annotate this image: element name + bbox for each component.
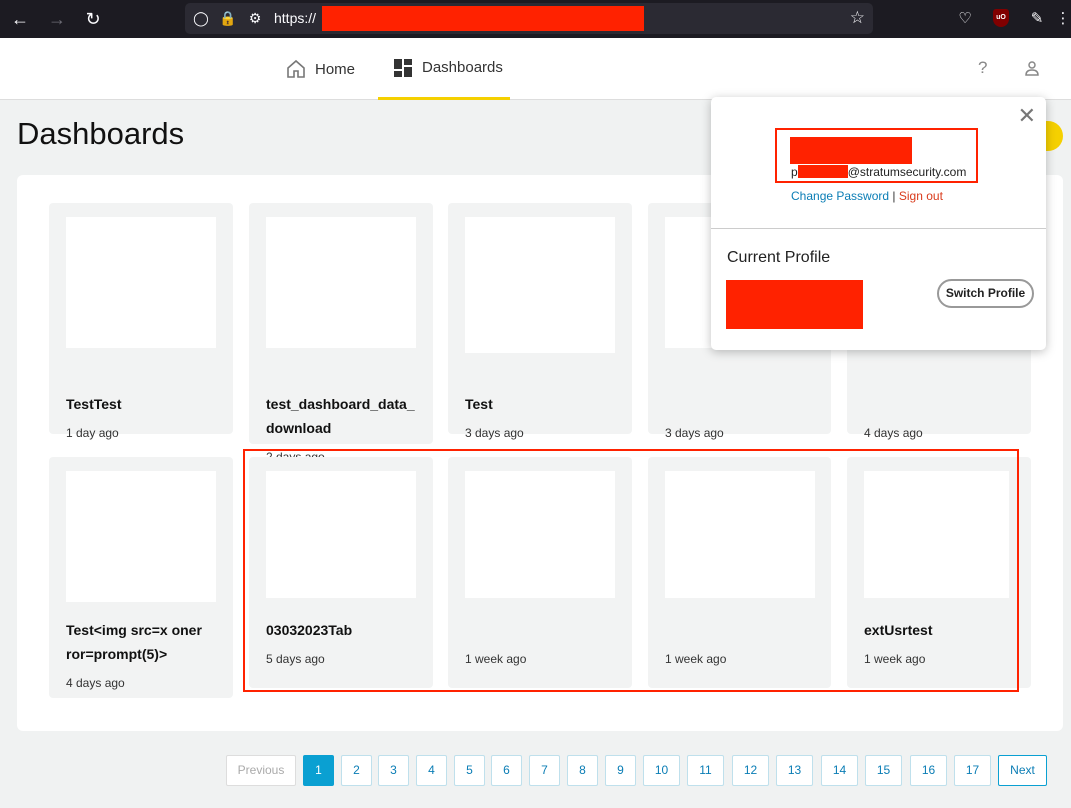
- dashboard-date: 1 day ago: [66, 426, 119, 440]
- page-button-8[interactable]: 8: [567, 755, 598, 786]
- dashboard-date: 1 week ago: [665, 652, 727, 666]
- dashboard-card[interactable]: 03032023Tab 5 days ago: [249, 457, 433, 688]
- page-button-1[interactable]: 1: [303, 755, 334, 786]
- page-button-2[interactable]: 2: [341, 755, 372, 786]
- dashboard-title: extUsrtest: [864, 622, 933, 638]
- redacted-profile-name: [726, 280, 863, 329]
- page-button-9[interactable]: 9: [605, 755, 636, 786]
- page-button-3[interactable]: 3: [378, 755, 409, 786]
- dashboard-title: test_dashboard_data_download: [266, 396, 415, 436]
- previous-button[interactable]: Previous: [226, 755, 296, 786]
- dashboard-date: 5 days ago: [266, 652, 325, 666]
- dashboard-card[interactable]: 1 week ago: [448, 457, 632, 688]
- forward-arrow-icon[interactable]: →: [48, 9, 66, 29]
- page-button-12[interactable]: 12: [732, 755, 769, 786]
- page-button-7[interactable]: 7: [529, 755, 560, 786]
- bookmark-star-icon[interactable]: ☆: [849, 8, 865, 27]
- page-button-11[interactable]: 11: [687, 755, 724, 786]
- email-prefix: p: [791, 165, 798, 179]
- sign-out-link[interactable]: Sign out: [898, 189, 943, 203]
- help-icon[interactable]: ?: [978, 58, 988, 77]
- dashboard-date: 1 week ago: [465, 652, 527, 666]
- menu-icon[interactable]: ⋮: [1055, 10, 1071, 27]
- redacted-email-part: [797, 165, 848, 178]
- next-button[interactable]: Next: [998, 755, 1047, 786]
- dashboard-thumbnail: [665, 471, 815, 598]
- page-button-10[interactable]: 10: [643, 755, 680, 786]
- link-separator: |: [892, 189, 896, 203]
- permissions-icon[interactable]: ⚙: [248, 10, 262, 26]
- tab-home[interactable]: Home: [286, 38, 355, 100]
- back-arrow-icon[interactable]: ←: [11, 9, 29, 29]
- annotation-user-box: [775, 128, 978, 183]
- shield-icon[interactable]: ◯: [193, 10, 209, 26]
- app-header: Home Dashboards ?: [0, 38, 1071, 100]
- dashboard-date: 4 days ago: [66, 676, 125, 690]
- page-button-4[interactable]: 4: [416, 755, 447, 786]
- dashboard-card[interactable]: Test 3 days ago: [448, 203, 632, 440]
- page-button-5[interactable]: 5: [454, 755, 485, 786]
- ublock-icon[interactable]: uO: [993, 9, 1009, 27]
- current-profile-heading: Current Profile: [727, 249, 831, 266]
- dashboard-thumbnail: [266, 217, 416, 348]
- dashboard-title: Test: [465, 396, 493, 412]
- dashboard-date: 4 days ago: [864, 426, 923, 440]
- tab-dashboards[interactable]: Dashboards: [378, 38, 510, 100]
- page-button-6[interactable]: 6: [491, 755, 522, 786]
- annotation-highlight-box: [243, 449, 1019, 692]
- dashboard-card[interactable]: Test<img src=x onerror=prompt(5)> 4 days…: [49, 457, 233, 698]
- redacted-url: [322, 6, 644, 31]
- close-icon[interactable]: ✕: [1017, 103, 1036, 128]
- email-domain: @stratumsecurity.com: [847, 165, 967, 179]
- page-button-13[interactable]: 13: [776, 755, 813, 786]
- user-icon[interactable]: [1024, 60, 1040, 81]
- pocket-icon[interactable]: ♡: [958, 10, 972, 27]
- dashboard-title: TestTest: [66, 396, 122, 412]
- dashboard-card[interactable]: extUsrtest 1 week ago: [847, 457, 1031, 688]
- dashboard-thumbnail: [66, 471, 216, 602]
- dashboard-thumbnail: [465, 471, 615, 598]
- account-links: Change Password | Sign out: [791, 189, 943, 203]
- user-email: p @stratumsecurity.com: [791, 165, 966, 179]
- dashboard-date: 1 week ago: [864, 652, 926, 666]
- page-title: Dashboards: [17, 116, 185, 151]
- url-text[interactable]: https://: [274, 10, 317, 26]
- dashboard-thumbnail: [864, 471, 1009, 598]
- tab-dashboards-label: Dashboards: [422, 59, 503, 76]
- change-password-link[interactable]: Change Password: [791, 189, 890, 203]
- dashboard-grid-icon: [393, 58, 413, 78]
- dashboard-date: 3 days ago: [665, 426, 724, 440]
- account-popup: ✕ p @stratumsecurity.com Change Password …: [711, 97, 1046, 350]
- yellow-fab[interactable]: [1043, 121, 1063, 151]
- dashboard-card[interactable]: 1 week ago: [648, 457, 831, 688]
- page-button-16[interactable]: 16: [910, 755, 947, 786]
- home-icon: [286, 59, 306, 79]
- popup-divider: [711, 228, 1046, 229]
- reload-icon[interactable]: ↻: [85, 9, 101, 29]
- page-button-17[interactable]: 17: [954, 755, 991, 786]
- tab-home-label: Home: [315, 60, 356, 78]
- dashboard-card[interactable]: TestTest 1 day ago: [49, 203, 233, 440]
- switch-profile-button[interactable]: Switch Profile: [937, 279, 1034, 308]
- dashboard-thumbnail: [266, 471, 416, 598]
- dashboard-thumbnail: [465, 217, 615, 353]
- extensions-icon[interactable]: ✎: [1030, 10, 1044, 27]
- dashboard-title: 03032023Tab: [266, 622, 353, 638]
- dashboard-thumbnail: [66, 217, 216, 348]
- redacted-username: [790, 137, 912, 164]
- dashboard-card[interactable]: test_dashboard_data_download 2 days ago: [249, 203, 433, 464]
- dashboard-date: 3 days ago: [465, 426, 524, 440]
- address-bar[interactable]: ◯ 🔒 ⚙ https:// ☆: [185, 3, 873, 34]
- page-button-14[interactable]: 14: [821, 755, 858, 786]
- page-button-15[interactable]: 15: [865, 755, 902, 786]
- browser-toolbar: ← → ↻ ◯ 🔒 ⚙ https:// ☆ ♡ uO ✎ ⋮: [0, 0, 1071, 38]
- dashboard-title: Test<img src=x onerror=prompt(5)>: [66, 622, 202, 662]
- lock-icon[interactable]: 🔒: [219, 10, 237, 26]
